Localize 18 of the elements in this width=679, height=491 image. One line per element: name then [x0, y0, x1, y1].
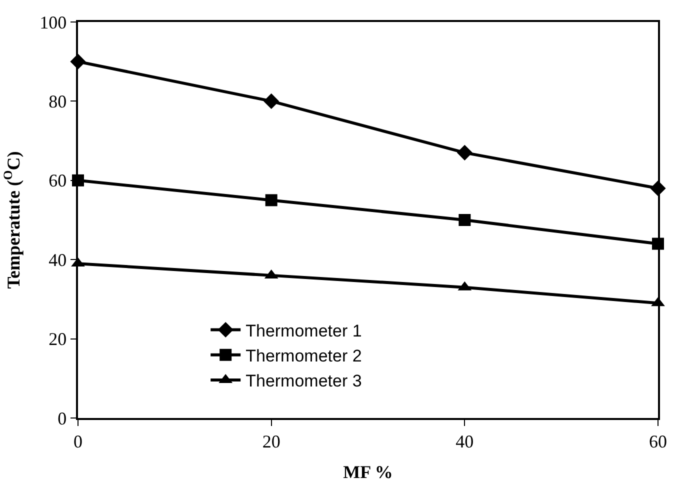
- y-tick-label: 100: [40, 12, 67, 32]
- y-tick-label: 20: [48, 329, 67, 350]
- x-tick-label: 40: [456, 431, 474, 452]
- legend-label: Thermometer 3: [246, 372, 362, 391]
- y-tick-label: 0: [58, 408, 67, 428]
- point: [264, 93, 280, 109]
- x-tick-label: 0: [74, 431, 82, 452]
- point: [456, 144, 472, 160]
- y-tick-label: 40: [48, 250, 67, 270]
- x-tick-label: 20: [262, 431, 280, 452]
- legend-label: Thermometer 1: [246, 321, 362, 340]
- legend-label: Thermometer 2: [246, 346, 362, 366]
- y-tick-label: 80: [48, 92, 67, 112]
- y-tick-label: 60: [48, 170, 67, 191]
- x-axis-title: MF %: [343, 462, 393, 482]
- point: [265, 194, 278, 206]
- x-tick-label: 60: [649, 431, 667, 452]
- point: [458, 214, 471, 226]
